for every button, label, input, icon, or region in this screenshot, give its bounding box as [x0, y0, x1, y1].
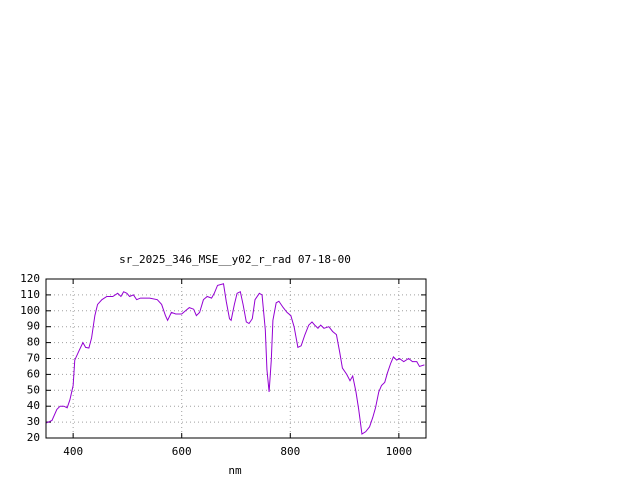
y-tick-label: 80: [27, 336, 40, 349]
x-tick-label: 1000: [386, 445, 413, 458]
line-series: [45, 283, 425, 435]
x-tick-label: 600: [172, 445, 192, 458]
x-axis-label: nm: [228, 464, 242, 477]
y-tick-label: 60: [27, 367, 40, 380]
x-tick-label: 400: [63, 445, 83, 458]
y-tick-label: 50: [27, 383, 40, 396]
y-tick-label: 20: [27, 431, 40, 444]
y-tick-label: 30: [27, 415, 40, 428]
y-tick-label: 110: [20, 288, 40, 301]
y-tick-label: 100: [20, 304, 40, 317]
y-tick-label: 40: [27, 399, 40, 412]
plot-frame: [45, 278, 427, 439]
y-tick-label: 70: [27, 352, 40, 365]
x-tick-label: 800: [280, 445, 300, 458]
y-tick-label: 120: [20, 272, 40, 285]
y-tick-label: 90: [27, 320, 40, 333]
chart-title: sr_2025_346_MSE__y02_r_rad 07-18-00: [119, 253, 351, 266]
